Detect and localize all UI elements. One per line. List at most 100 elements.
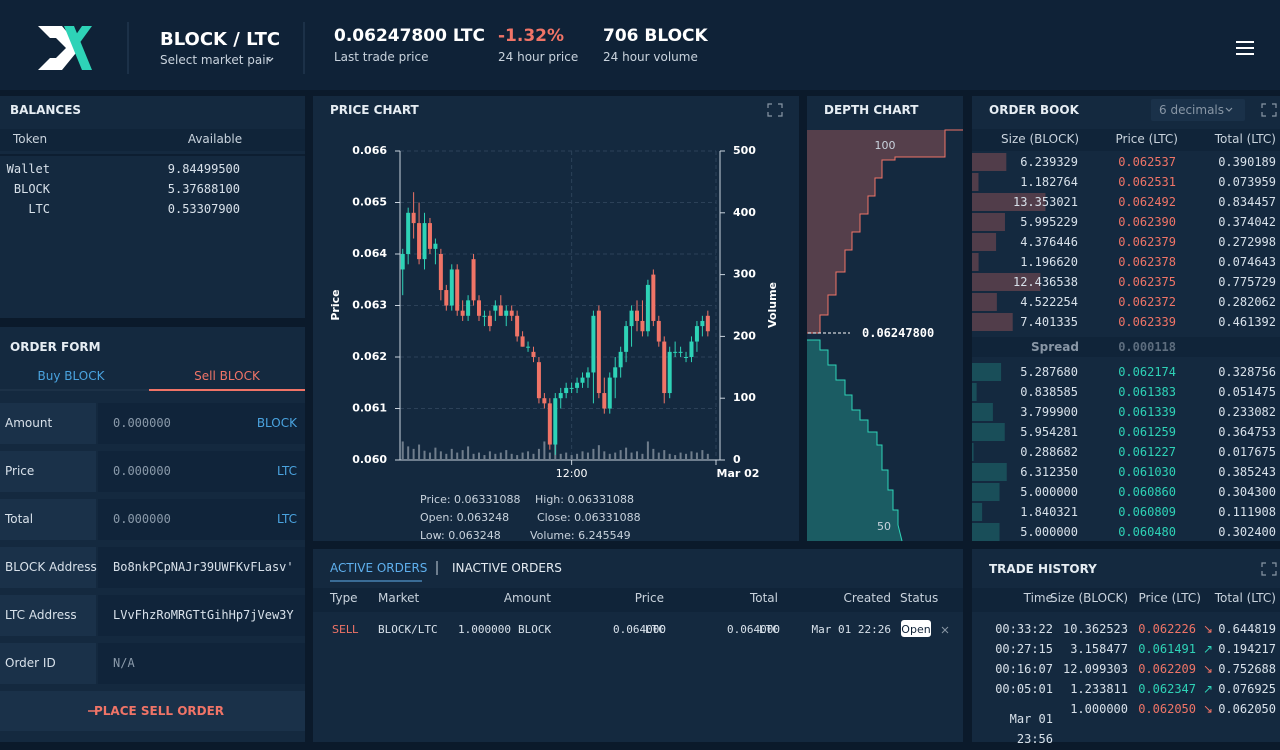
column-header: Market bbox=[378, 591, 420, 605]
depth-bar bbox=[972, 443, 974, 461]
field-label: Total bbox=[5, 512, 34, 526]
place-order-button[interactable] bbox=[0, 691, 305, 731]
volume-bar bbox=[423, 450, 426, 460]
market-name[interactable]: BLOCK / LTC bbox=[160, 29, 281, 50]
order-price: 0.061383 bbox=[1118, 385, 1176, 399]
expand-icon[interactable] bbox=[1261, 562, 1277, 576]
buy-tab[interactable]: Buy BLOCK bbox=[37, 369, 105, 383]
trade-price: 0.062226 bbox=[1138, 622, 1196, 636]
sell-tab[interactable]: Sell BLOCK bbox=[194, 369, 260, 383]
trade-direction: ↗ bbox=[1202, 642, 1214, 656]
inactive-orders-tab[interactable]: INACTIVE ORDERS bbox=[452, 561, 562, 575]
depth-bar bbox=[972, 483, 1000, 501]
y-tick-label: 0.060 bbox=[352, 453, 387, 466]
depth-bar bbox=[972, 153, 1007, 171]
candle-body bbox=[673, 351, 678, 353]
order-price: 0.062492 bbox=[1118, 195, 1176, 209]
depth-bids-line bbox=[807, 339, 903, 542]
order-type: SELL bbox=[332, 622, 359, 636]
candle-body bbox=[444, 290, 449, 306]
depth-bar bbox=[972, 423, 1005, 441]
column-header: Size (BLOCK) bbox=[1001, 132, 1079, 146]
candle-body bbox=[471, 259, 476, 301]
field-label: LTC Address bbox=[5, 608, 77, 622]
volume-bar bbox=[483, 455, 486, 460]
y-tick-label: 0.066 bbox=[352, 144, 387, 157]
order-price: 0.060480 bbox=[1118, 525, 1176, 539]
decimals-select[interactable]: 6 decimals bbox=[1159, 103, 1225, 117]
place-order-label[interactable]: PLACE SELL ORDER bbox=[93, 704, 225, 718]
x-tick-label: 12:00 bbox=[556, 467, 588, 480]
balance: 5.37688100 bbox=[167, 182, 240, 196]
column-header: Price (LTC) bbox=[1138, 591, 1202, 605]
chevron[interactable] bbox=[266, 57, 274, 62]
volume-bar bbox=[581, 451, 584, 460]
candle-body bbox=[498, 305, 503, 316]
decimals-dropdown[interactable] bbox=[1151, 99, 1245, 121]
column-header: Type bbox=[330, 591, 358, 605]
trade-total: 0.194217 bbox=[1218, 642, 1276, 656]
order-size: 5.000000 bbox=[1020, 525, 1078, 539]
y2-tick-label: 500 bbox=[733, 144, 756, 157]
volume-bar bbox=[445, 453, 448, 460]
candle-body bbox=[406, 212, 411, 254]
spread-label: Spread bbox=[1031, 340, 1079, 354]
field-input[interactable]: Bo8nkPCpNAJr39UWFKvFLasv' bbox=[113, 560, 294, 574]
candle-body bbox=[438, 254, 443, 291]
volume-bar bbox=[603, 451, 606, 460]
candle-body bbox=[558, 393, 563, 399]
info-value: 6.245549 bbox=[575, 529, 631, 542]
order-price: 0.062537 bbox=[1118, 155, 1176, 169]
volume-bar bbox=[412, 448, 415, 460]
trade-total: 0.752688 bbox=[1218, 662, 1276, 676]
depth-asks bbox=[807, 130, 945, 333]
order-price: 0.061259 bbox=[1118, 425, 1176, 439]
candle-body bbox=[629, 310, 634, 327]
y-tick-label: 0.065 bbox=[352, 196, 387, 209]
expand-icon[interactable] bbox=[1261, 103, 1277, 117]
order-unit: LTC bbox=[759, 622, 779, 636]
field-label: Price bbox=[5, 464, 35, 478]
order-total: 0.017675 bbox=[1218, 445, 1276, 459]
y-tick-label: 0.062 bbox=[352, 350, 387, 363]
trade-price: 0.062050 bbox=[1138, 702, 1196, 716]
y2-axis-label: Volume bbox=[766, 282, 779, 328]
order-market: BLOCK/LTC bbox=[378, 622, 438, 636]
trade-direction: ↘ bbox=[1202, 622, 1214, 636]
balance-header-row bbox=[0, 129, 305, 151]
field-input[interactable]: 0.000000 bbox=[113, 464, 171, 478]
info-value: 0.06331088 bbox=[451, 493, 521, 506]
volume-bar bbox=[690, 451, 693, 460]
cancel-icon[interactable] bbox=[941, 626, 949, 634]
trade-size: 12.099303 bbox=[1062, 662, 1128, 676]
trade-time: 00:33:22 bbox=[995, 622, 1053, 636]
y2-tick-label: 100 bbox=[733, 391, 756, 404]
candle-body bbox=[662, 341, 667, 394]
price-change: -1.32% bbox=[498, 25, 565, 46]
menu-icon[interactable] bbox=[1236, 41, 1254, 55]
history-header-row bbox=[972, 588, 1280, 612]
field-input[interactable]: LVvFhzRoMRGTtGihHp7jVew3Y bbox=[113, 608, 294, 622]
order-total: 0.282062 bbox=[1218, 295, 1276, 309]
logo bbox=[64, 26, 92, 70]
active-orders-tab[interactable]: ACTIVE ORDERS bbox=[330, 561, 428, 575]
ohlc-info: Close: 0.06331088 bbox=[537, 511, 641, 524]
volume-bar bbox=[674, 455, 677, 460]
field-input[interactable]: 0.000000 bbox=[113, 512, 171, 526]
x-tick-label: Mar 02 bbox=[717, 467, 760, 480]
field-input[interactable]: 0.000000 bbox=[113, 416, 171, 430]
order-size: 4.376446 bbox=[1020, 235, 1078, 249]
logo bbox=[71, 26, 92, 48]
volume-bar bbox=[439, 451, 442, 460]
order-price: 0.064000 bbox=[613, 622, 666, 636]
status-badge bbox=[901, 620, 931, 637]
candle-body bbox=[411, 212, 416, 224]
market-select[interactable]: Select market pair bbox=[160, 53, 271, 67]
info-value: 0.063248 bbox=[445, 529, 501, 542]
trade-price: 0.062209 bbox=[1138, 662, 1196, 676]
expand-icon[interactable] bbox=[767, 103, 783, 117]
trade-time: 00:05:01 bbox=[995, 682, 1053, 696]
field-input[interactable]: N/A bbox=[113, 656, 135, 670]
order-price: 0.062372 bbox=[1118, 295, 1176, 309]
order-size: 0.838585 bbox=[1020, 385, 1078, 399]
